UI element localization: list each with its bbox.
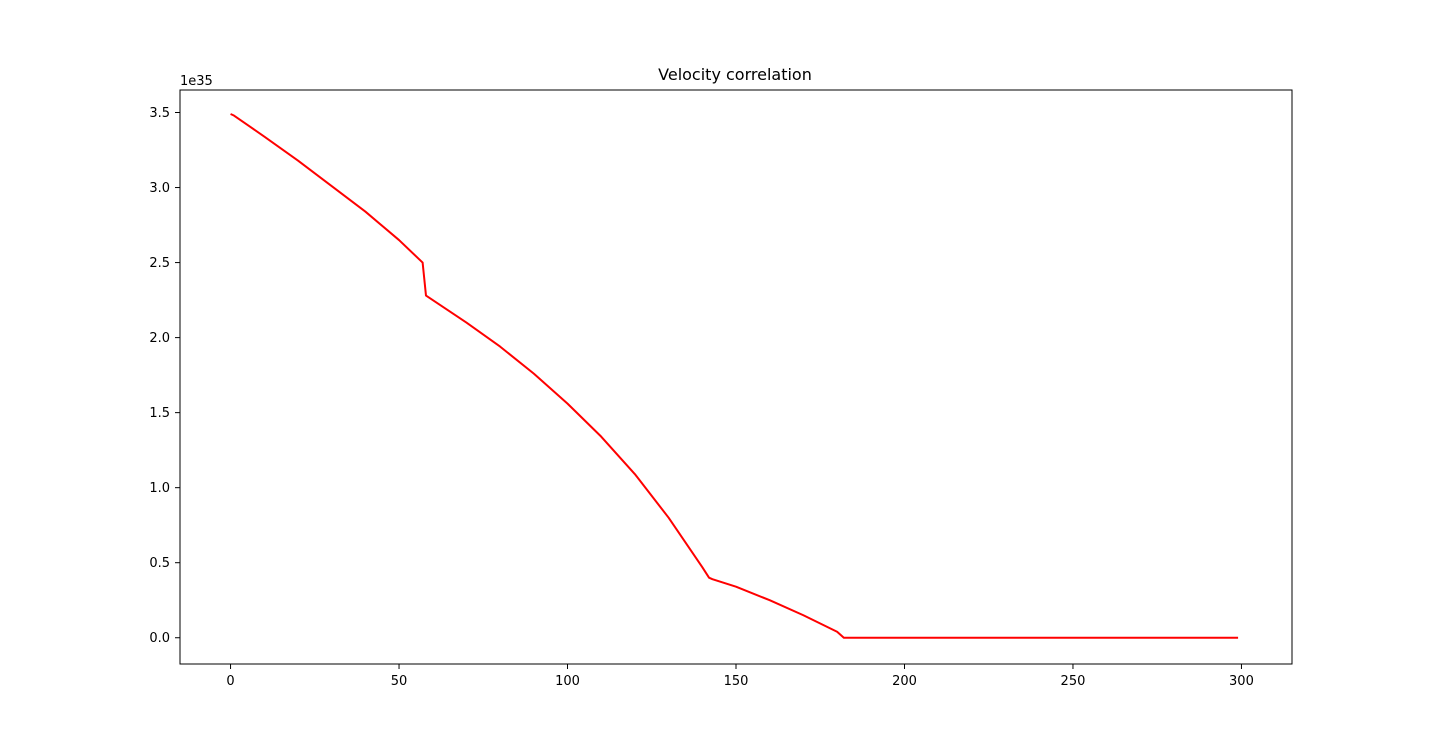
y-tick-label: 3.5 [149,106,170,121]
y-tick-label: 3.0 [149,181,170,196]
x-tick-label: 300 [1229,674,1254,689]
y-tick-label: 0.5 [149,556,170,571]
series-line-0 [230,113,1239,639]
plot-area [230,113,1239,639]
y-tick-label: 1.0 [149,481,170,496]
x-tick-label: 150 [724,674,749,689]
y-tick-label: 1.5 [149,406,170,421]
y-axis-offset-label: 1e35 [180,74,213,89]
x-tick-label: 0 [226,674,234,689]
x-tick-label: 50 [391,674,408,689]
plot-frame [179,89,1293,665]
x-tick-label: 250 [1061,674,1086,689]
y-tick-label: 2.0 [149,331,170,346]
x-tick-label: 100 [555,674,580,689]
axes: 0 50 100 150 200 250 300 0.0 0.5 1.0 1.5 2.0 2.5 3.0 3… [149,89,1293,689]
x-tick-label: 200 [892,674,917,689]
y-tick-label: 0.0 [149,631,170,646]
chart-title: Velocity correlation [658,65,812,84]
y-tick-label: 2.5 [149,256,170,271]
